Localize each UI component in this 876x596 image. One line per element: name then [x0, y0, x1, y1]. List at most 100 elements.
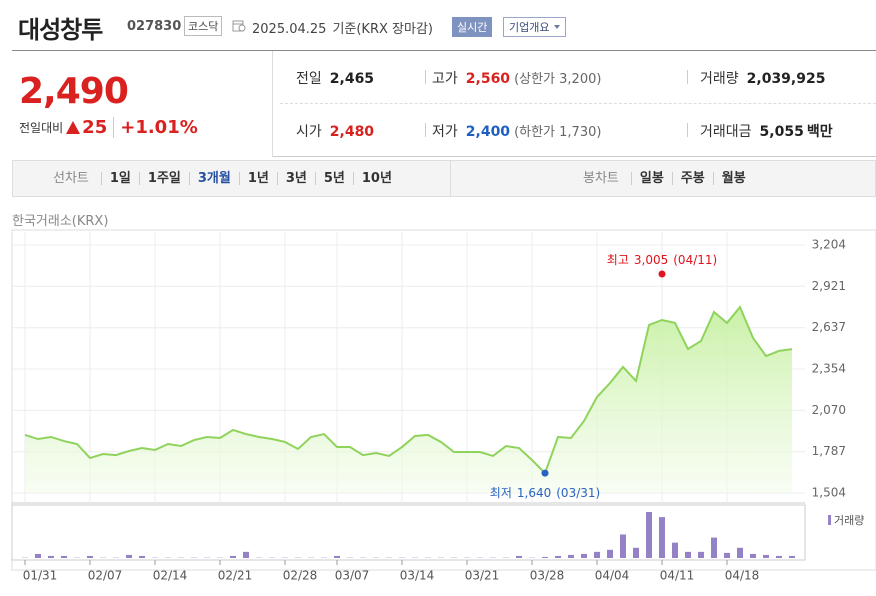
market-badge: 코스닥	[184, 16, 223, 36]
period-tab[interactable]: 1주일	[138, 172, 189, 185]
period-tabs: 선차트 1일 1주일 3개월 1년 3년 5년 10년 봉차트 일봉 주봉 월봉	[12, 160, 876, 197]
unit: 백만	[806, 124, 833, 140]
candle-tab[interactable]: 주봉	[671, 172, 713, 185]
period-tab[interactable]: 3개월	[188, 172, 239, 185]
volume-bar	[750, 553, 756, 558]
annotation-value-label: 1,640	[517, 486, 551, 500]
change-label: 전일대비	[19, 121, 64, 135]
divider	[425, 123, 426, 137]
volume-bar	[711, 537, 717, 558]
y-tick-label: 1,787	[812, 444, 846, 458]
summary-cell: 시가 2,480	[296, 121, 374, 141]
volume-bar	[48, 555, 54, 558]
date-icon	[232, 20, 246, 32]
annotation-date: (04/11)	[673, 253, 717, 267]
volume-bar	[789, 555, 795, 558]
note: (하한가 1,730)	[514, 125, 602, 140]
stock-name: 대성창투	[18, 16, 103, 44]
x-tick-label: 04/11	[660, 569, 695, 583]
period-tab[interactable]: 5년	[314, 172, 353, 185]
volume-bar	[633, 547, 639, 558]
volume-bar	[126, 554, 132, 558]
date-info: 2025.04.25 기준(KRX 장마감)	[252, 18, 433, 37]
up-arrow	[66, 121, 81, 134]
x-tick-label: 03/21	[465, 569, 500, 583]
label: 시가	[296, 124, 322, 140]
price-line	[24, 305, 793, 475]
volume-bar	[659, 517, 665, 558]
chart-frame	[11, 229, 876, 571]
value: 2,560	[465, 71, 511, 87]
volume-bar	[776, 555, 782, 558]
source: 한국거래소(KRX)	[12, 214, 109, 229]
volume-bar	[581, 553, 587, 558]
volume-bar	[516, 555, 522, 558]
annotation-value-label: 3,005	[634, 253, 668, 267]
volume-bar	[607, 549, 613, 558]
volume-bar	[737, 547, 743, 558]
x-tick-label: 04/04	[595, 569, 630, 583]
x-tick-label: 02/21	[218, 569, 253, 583]
candle-tab[interactable]: 일봉	[630, 172, 672, 185]
y-tick-label: 2,354	[812, 362, 846, 376]
value: 2,400	[465, 124, 511, 140]
price-box	[12, 51, 273, 157]
candle-tab[interactable]: 월봉	[712, 172, 754, 185]
volume-bar	[243, 551, 249, 558]
volume-bar	[724, 552, 730, 558]
divider	[687, 70, 688, 84]
x-tick-label: 03/28	[530, 569, 565, 583]
annotation: 최저 1,640 (03/31)	[490, 486, 600, 500]
y-tick-label: 2,921	[812, 279, 846, 293]
y-tick-label: 2,637	[812, 320, 846, 334]
price-panel	[12, 50, 876, 157]
tab-group-label: 선차트	[53, 171, 89, 186]
candle-tabs: 봉차트 일봉 주봉 월봉	[575, 161, 754, 196]
label: 저가	[432, 124, 458, 140]
date: 2025.04.25	[252, 22, 327, 37]
divider	[425, 70, 426, 84]
y-tick-label: 3,204	[812, 238, 846, 252]
volume-bar	[685, 551, 691, 558]
realtime-button[interactable]: 실시간	[452, 17, 493, 37]
label: 거래량	[700, 71, 739, 87]
volume-bar	[568, 554, 574, 558]
y-tick-label: 2,070	[812, 403, 846, 417]
stock-code: 027830	[127, 19, 182, 34]
period-tab[interactable]: 10년	[352, 172, 400, 185]
label: 전일	[296, 71, 322, 87]
x-tick-label: 04/18	[725, 569, 760, 583]
volume-bar	[763, 554, 769, 558]
volume-bar	[334, 555, 340, 558]
annotation-label: 최고	[607, 253, 629, 267]
summary-cell: 고가 2,560 (상한가 3,200)	[432, 68, 601, 88]
volume-frame	[11, 504, 806, 561]
label: 거래대금	[700, 124, 752, 140]
period-tab[interactable]: 1년	[238, 172, 277, 185]
legend-swatch	[828, 515, 831, 525]
volume-bar	[87, 555, 93, 558]
period-tab[interactable]: 1일	[100, 172, 139, 185]
current-price: 2,490	[19, 71, 129, 112]
x-tick-label: 02/14	[153, 569, 188, 583]
date-basis: 기준(KRX 장마감)	[332, 22, 433, 37]
x-tick-label: 02/07	[88, 569, 123, 583]
value: 2,465	[329, 71, 375, 87]
annotation-dot	[541, 469, 549, 477]
price-area	[25, 307, 792, 493]
company-button[interactable]: 기업개요	[503, 17, 567, 37]
period-tab[interactable]: 3년	[276, 172, 315, 185]
y-tick-label: 1,504	[812, 486, 846, 500]
volume-bar	[620, 534, 626, 558]
value: 2,480	[329, 124, 375, 140]
volume-bar	[230, 555, 236, 558]
x-tick-label: 01/31	[23, 569, 58, 583]
row-divider	[280, 103, 876, 104]
annotation: 최고 3,005 (04/11)	[607, 253, 717, 267]
plot: 1,504 1,787 2,070 2,354 2,637 2,921 3,204 01/31…	[12, 232, 864, 583]
summary-cell: 저가 2,400 (하한가 1,730)	[432, 121, 601, 141]
annotation-date: (03/31)	[556, 486, 600, 500]
annotation-label: 최저	[490, 486, 512, 500]
